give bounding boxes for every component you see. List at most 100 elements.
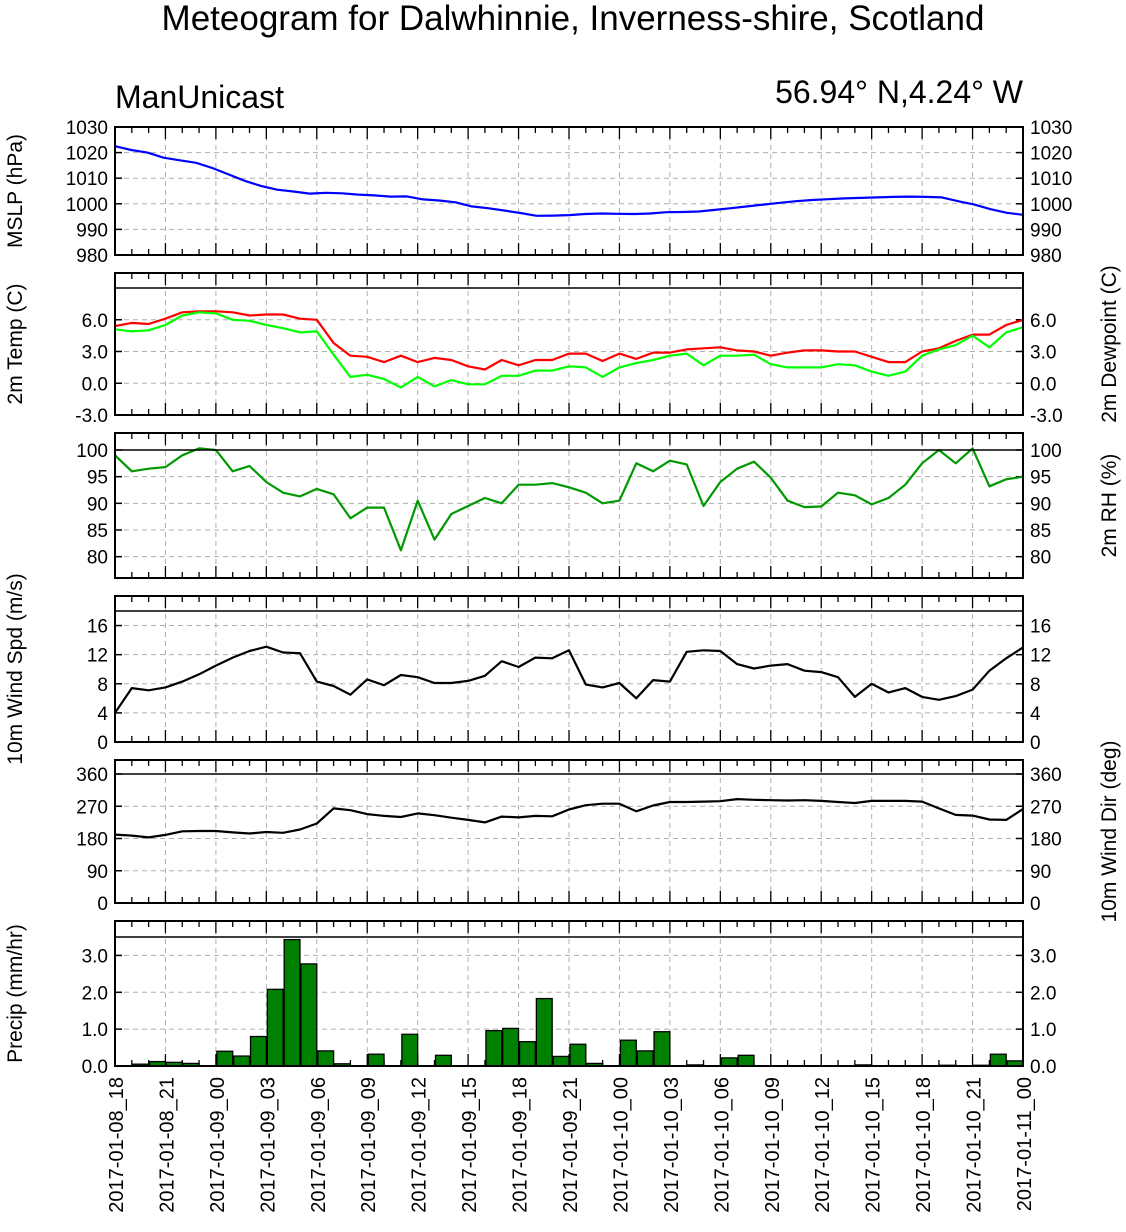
y-tick-label-right: 85 [1030, 521, 1051, 542]
precip-bar [569, 1043, 587, 1067]
y-tick-label-right: 12 [1030, 646, 1051, 667]
x-tick-label: 2017-01-08_21 [156, 1077, 178, 1213]
y-tick-label-right: 90 [1030, 494, 1051, 515]
precip-bar [317, 1050, 335, 1067]
precip-bar [485, 1029, 503, 1067]
panel-frame [114, 595, 1024, 743]
x-tick-label: 2017-01-09_18 [510, 1077, 532, 1213]
series-line-dir [114, 797, 1024, 839]
x-tick-label: 2017-01-08_18 [106, 1077, 128, 1213]
y-tick-label-left: 1020 [66, 144, 108, 165]
y-tick-label-left: 1030 [66, 118, 108, 139]
precip-bar [737, 1054, 755, 1067]
precip-bar [434, 1054, 452, 1067]
y-tick-label-right: 80 [1030, 548, 1051, 569]
x-tick-label: 2017-01-09_03 [257, 1077, 279, 1213]
y-axis-title-left: 2m Temp (C) [4, 284, 27, 405]
y-tick-label-right: -3.0 [1030, 406, 1063, 427]
y-tick-label-left: 6.0 [82, 311, 108, 332]
y-axis-title-left: MSLP (hPa) [4, 134, 27, 248]
y-tick-label-right: 1.0 [1030, 1020, 1056, 1041]
x-tick-label: 2017-01-09_15 [459, 1077, 481, 1213]
y-tick-label-right: 1000 [1030, 195, 1072, 216]
x-tick-label: 2017-01-09_09 [358, 1077, 380, 1213]
x-tick-label: 2017-01-10_09 [762, 1077, 784, 1213]
y-tick-label-right: 90 [1030, 862, 1051, 883]
precip-bar [653, 1031, 671, 1067]
precip-bar [518, 1041, 537, 1067]
y-tick-label-left: 1010 [66, 169, 108, 190]
y-tick-label-right: 6.0 [1030, 311, 1056, 332]
y-axis-title-right: 2m Dewpoint (C) [1098, 265, 1121, 423]
precip-bar [233, 1055, 251, 1067]
y-tick-label-left: -3.0 [75, 406, 108, 427]
y-tick-label-left: 100 [76, 441, 108, 462]
y-tick-label-right: 360 [1030, 765, 1062, 786]
y-tick-label-right: 980 [1030, 246, 1062, 267]
precip-bar [283, 938, 301, 1067]
series-line-temp-2 [114, 311, 1024, 389]
y-tick-label-left: 80 [87, 548, 108, 569]
y-axis-title-left: Precip (mm/hr) [4, 924, 27, 1063]
y-tick-label-left: 12 [87, 646, 108, 667]
y-tick-label-right: 1010 [1030, 169, 1072, 190]
y-tick-label-right: 1030 [1030, 118, 1072, 139]
series-line-wind [114, 645, 1024, 714]
x-tick-label: 2017-01-09_12 [409, 1077, 431, 1213]
precip-bar [502, 1027, 520, 1067]
precip-bar [636, 1050, 654, 1067]
y-tick-label-right: 8 [1030, 675, 1041, 696]
y-tick-label-right: 3.0 [1030, 343, 1056, 364]
precip-bar [367, 1053, 385, 1067]
panel-frame [114, 432, 1024, 579]
y-tick-label-right: 1020 [1030, 144, 1072, 165]
y-tick-label-right: 100 [1030, 441, 1062, 462]
x-tick-label: 2017-01-10_00 [610, 1077, 632, 1213]
y-tick-label-right: 2.0 [1030, 983, 1056, 1004]
series-line-mslp [114, 145, 1024, 217]
x-tick-label: 2017-01-10_21 [964, 1077, 986, 1213]
y-tick-label-left: 990 [76, 220, 108, 241]
x-tick-label: 2017-01-10_12 [812, 1077, 834, 1213]
x-tick-label: 2017-01-10_18 [913, 1077, 935, 1213]
y-tick-label-left: 3.0 [82, 946, 108, 967]
precip-bar [619, 1039, 637, 1067]
y-tick-label-right: 990 [1030, 220, 1062, 241]
precip-bar [552, 1055, 570, 1067]
y-tick-label-left: 3.0 [82, 343, 108, 364]
y-tick-label-right: 4 [1030, 704, 1041, 725]
y-tick-label-right: 180 [1030, 830, 1062, 851]
panel-frame [114, 272, 1024, 416]
y-tick-label-right: 0.0 [1030, 1057, 1056, 1078]
y-tick-label-left: 2.0 [82, 983, 108, 1004]
y-tick-label-left: 1.0 [82, 1020, 108, 1041]
y-tick-label-right: 0.0 [1030, 374, 1056, 395]
y-tick-label-right: 16 [1030, 617, 1051, 638]
precip-bar [249, 1035, 267, 1067]
series-line-rh [114, 447, 1024, 552]
y-tick-label-left: 0 [97, 733, 108, 754]
location-label: 56.94° N,4.24° W [775, 74, 1024, 110]
y-tick-label-right: 3.0 [1030, 946, 1056, 967]
y-tick-label-left: 360 [76, 765, 108, 786]
precip-bar [300, 963, 318, 1067]
y-tick-label-left: 85 [87, 521, 108, 542]
precip-bar [720, 1057, 738, 1067]
y-tick-label-left: 90 [87, 862, 108, 883]
y-tick-label-left: 90 [87, 494, 108, 515]
y-axis-title-right: 10m Wind Dir (deg) [1098, 740, 1121, 922]
y-tick-label-right: 0 [1030, 894, 1041, 915]
x-tick-label: 2017-01-10_06 [711, 1077, 733, 1213]
y-tick-label-left: 0.0 [82, 374, 108, 395]
y-tick-label-left: 95 [87, 468, 108, 489]
y-tick-label-left: 8 [97, 675, 108, 696]
x-tick-label: 2017-01-10_03 [661, 1077, 683, 1213]
y-tick-label-right: 95 [1030, 468, 1051, 489]
y-tick-label-left: 4 [97, 704, 108, 725]
y-tick-label-left: 270 [76, 797, 108, 818]
y-tick-label-left: 0.0 [82, 1057, 108, 1078]
x-tick-label: 2017-01-10_15 [863, 1077, 885, 1213]
y-tick-label-left: 1000 [66, 195, 108, 216]
y-tick-label-left: 180 [76, 830, 108, 851]
